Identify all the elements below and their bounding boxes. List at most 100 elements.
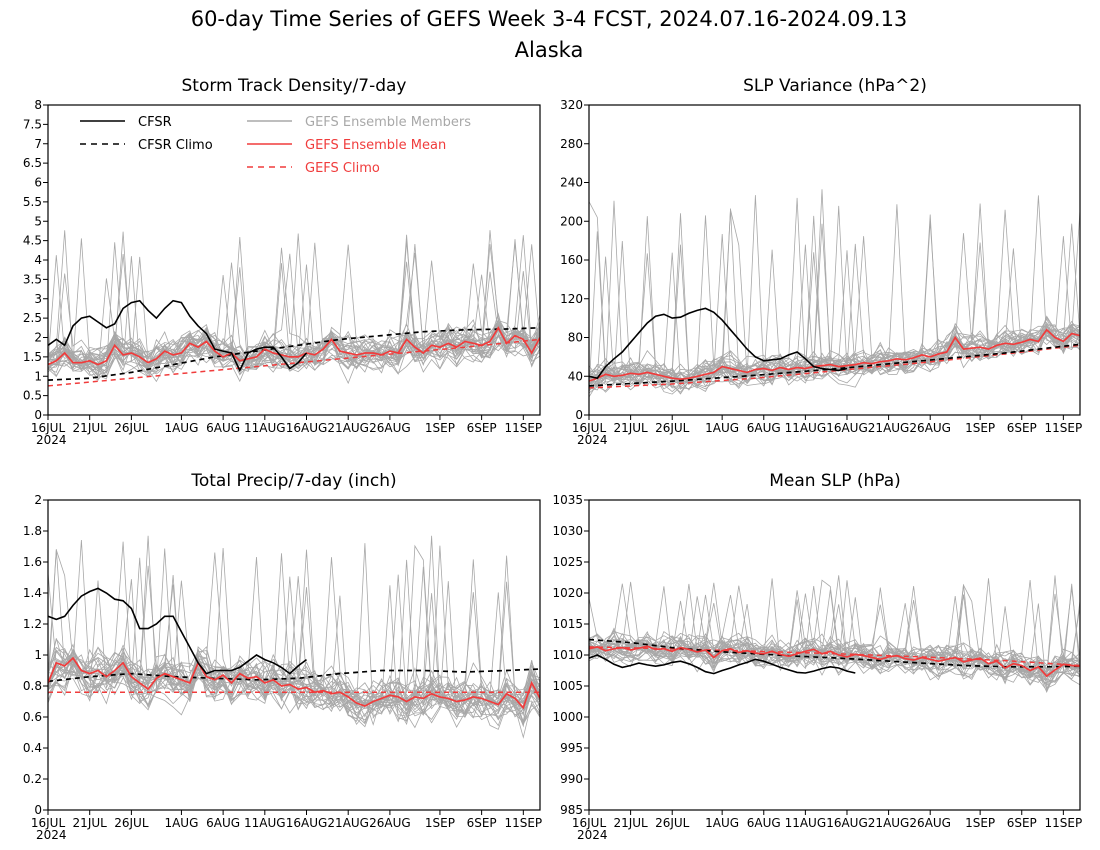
x-tick-label: 21JUL [73,816,108,830]
x-tick-label: 1SEP [425,816,455,830]
cfsr-line [48,587,307,675]
x-tick-label: 11SEP [1044,421,1082,435]
y-tick-label: 1 [34,648,42,662]
x-tick-label: 11SEP [1044,816,1082,830]
y-tick-label: 8 [34,98,42,112]
y-tick-label: 40 [568,369,583,383]
x-year-label: 2024 [577,433,608,447]
y-tick-label: 4.5 [23,234,42,248]
ensemble-member-line [48,638,540,726]
x-tick-label: 6SEP [1007,816,1037,830]
y-tick-label: 7.5 [23,117,42,131]
x-tick-label: 6AUG [206,816,240,830]
y-tick-label: 6.5 [23,156,42,170]
ensemble-member-line [48,549,540,714]
y-tick-label: 320 [560,98,583,112]
x-tick-label: 1AUG [164,421,198,435]
gefs-climo-line [48,338,540,387]
x-tick-label: 21JUL [613,816,648,830]
ensemble-member-line [48,238,540,373]
ensemble-member-line [48,264,540,373]
x-year-label: 2024 [36,433,67,447]
x-tick-label: 1SEP [425,421,455,435]
cfsr-climo-line [48,668,540,683]
ensemble-member-line [48,651,540,716]
gefs-ensemble-mean-line [48,326,540,366]
ensemble-member-line [48,543,540,729]
y-tick-label: 0 [34,803,42,817]
figure-title: 60-day Time Series of GEFS Week 3-4 FCST… [191,7,908,31]
panel-mean-slp: Mean SLP (hPa) 985 990 995 1000 1005 1010 1015… [552,471,1082,842]
y-tick-label: 3.5 [23,272,42,286]
cfsr-climo-line [48,326,540,381]
gefs-climo-line [589,344,1080,389]
x-tick-label: 26JUL [114,421,149,435]
y-tick-label: 0.2 [23,772,42,786]
ensemble-member-line [48,327,540,383]
x-tick-label: 6SEP [467,421,497,435]
ensemble-member-line [589,216,1080,386]
x-tick-label: 16AUG [286,816,328,830]
y-tick-label: 1035 [552,493,583,507]
gefs-ensemble-mean-line [589,645,1080,678]
y-tick-label: 120 [560,292,583,306]
x-tick-label: 21AUG [868,421,910,435]
cfsr-climo-line [589,638,1080,668]
y-tick-label: 1.4 [23,586,42,600]
ensemble-member-line [48,579,540,716]
panel-slp-variance: SLP Variance (hPa^2) 0 40 80 120 160 200 240 28… [560,76,1082,447]
ensemble-member-line [48,549,540,725]
ensemble-member-line [48,557,540,730]
legend-label-cfsr: CFSR [138,115,172,130]
gefs-ensemble-mean-line [589,328,1080,382]
legend-label-gefs-mean: GEFS Ensemble Mean [305,138,446,153]
ensemble-member-line [589,195,1080,394]
ensemble-member-line [589,189,1080,393]
y-tick-label: 5.5 [23,195,42,209]
ensemble-member-line [48,231,540,378]
x-tick-label: 11AUG [244,816,286,830]
y-tick-label: 5 [34,214,42,228]
gefs-climo-line [589,646,1080,667]
x-tick-label: 6SEP [1007,421,1037,435]
x-tick-label: 21JUL [613,421,648,435]
x-tick-label: 11AUG [244,421,286,435]
x-tick-label: 1AUG [705,816,739,830]
y-tick-label: 2 [34,331,42,345]
y-tick-label: 1.8 [23,524,42,538]
x-tick-label: 11AUG [785,421,827,435]
x-tick-label: 6AUG [206,421,240,435]
x-tick-label: 16AUG [826,421,868,435]
x-year-label: 2024 [577,828,608,842]
y-tick-label: 0.8 [23,679,42,693]
y-tick-label: 995 [560,741,583,755]
y-tick-label: 1020 [552,586,583,600]
figure-subtitle: Alaska [515,38,584,62]
x-tick-label: 1SEP [965,816,995,830]
x-tick-label: 16JUL [572,421,607,435]
x-tick-label: 1AUG [705,421,739,435]
y-tick-label: 0.4 [23,741,42,755]
legend-label-gefs-climo: GEFS Climo [305,161,380,176]
x-tick-label: 6SEP [467,816,497,830]
y-tick-label: 1005 [552,679,583,693]
x-tick-label: 16JUL [31,421,66,435]
y-tick-label: 1 [34,369,42,383]
ensemble-member-line [589,632,1080,680]
x-tick-label: 26JUL [655,816,690,830]
y-tick-label: 3 [34,292,42,306]
x-tick-label: 1SEP [965,421,995,435]
x-tick-label: 21AUG [327,421,369,435]
y-tick-label: 1000 [552,710,583,724]
y-tick-label: 2.5 [23,311,42,325]
y-tick-label: 1010 [552,648,583,662]
x-tick-label: 21AUG [327,816,369,830]
legend: CFSR CFSR Climo GEFS Ensemble Members GE… [80,115,471,176]
panel-title-total-precip: Total Precip/7-day (inch) [190,471,396,491]
y-tick-label: 1030 [552,524,583,538]
legend-label-cfsr-climo: CFSR Climo [138,138,213,153]
x-tick-label: 21AUG [868,816,910,830]
cfsr-line [589,654,856,675]
ensemble-member-line [48,559,540,727]
